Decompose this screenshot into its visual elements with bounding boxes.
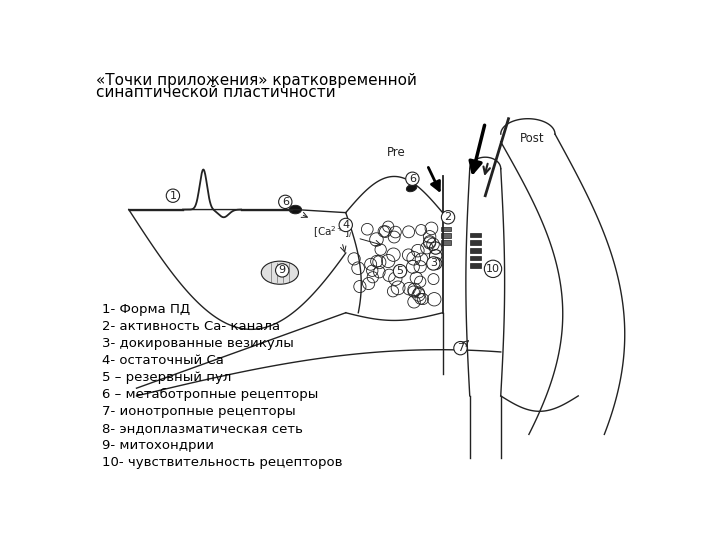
Bar (441, 233, 451, 238)
Text: синаптической пластичности: синаптической пластичности (96, 85, 336, 100)
Text: 4: 4 (342, 220, 349, 230)
Ellipse shape (289, 205, 302, 214)
Text: 2: 2 (444, 212, 451, 222)
Bar (441, 240, 451, 245)
Text: 3: 3 (430, 259, 437, 268)
Text: 2- активность Са- канала: 2- активность Са- канала (102, 320, 280, 333)
Text: 9- митохондрии: 9- митохондрии (102, 439, 214, 452)
Text: 5 – резервный пул: 5 – резервный пул (102, 372, 231, 384)
Text: 7: 7 (457, 343, 464, 353)
Ellipse shape (261, 261, 299, 284)
Text: 6: 6 (409, 174, 416, 184)
Text: 7- ионотропные рецепторы: 7- ионотропные рецепторы (102, 405, 295, 418)
Text: 4- остаточный Са: 4- остаточный Са (102, 354, 223, 367)
Bar (441, 226, 451, 231)
Text: 3- докированные везикулы: 3- докированные везикулы (102, 338, 293, 350)
Bar (469, 248, 482, 253)
Text: 8- эндоплазматическая сеть: 8- эндоплазматическая сеть (102, 422, 302, 435)
Bar (469, 256, 482, 260)
Text: 6: 6 (282, 197, 289, 207)
Ellipse shape (406, 184, 417, 192)
Text: 1- Форма ПД: 1- Форма ПД (102, 303, 190, 316)
Text: «Точки приложения» кратковременной: «Точки приложения» кратковременной (96, 72, 417, 87)
Bar (469, 233, 482, 237)
Text: Post: Post (519, 132, 544, 145)
Text: 6 – метаботропные рецепторы: 6 – метаботропные рецепторы (102, 388, 318, 401)
Text: 1: 1 (169, 191, 176, 201)
Text: 9: 9 (279, 265, 286, 275)
Bar (469, 264, 482, 268)
Bar (469, 240, 482, 245)
Text: [Ca$^{2+}$]$_i$: [Ca$^{2+}$]$_i$ (312, 224, 352, 240)
Text: 5: 5 (397, 266, 403, 276)
Text: 10: 10 (486, 264, 500, 274)
Text: Pre: Pre (387, 146, 405, 159)
Text: 10- чувствительность рецепторов: 10- чувствительность рецепторов (102, 456, 342, 469)
